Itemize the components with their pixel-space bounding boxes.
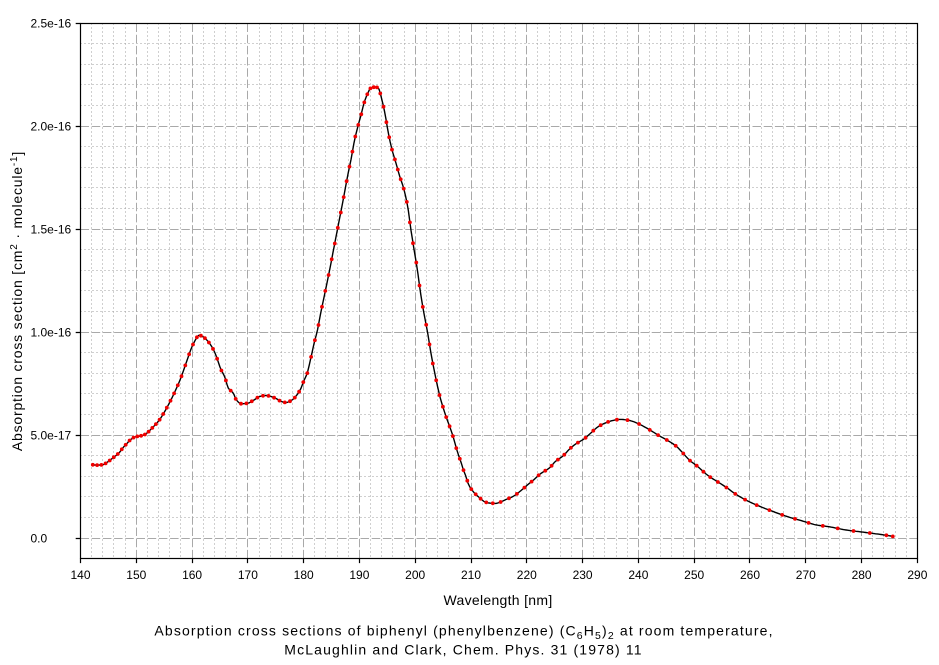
svg-text:230: 230 [573, 568, 593, 582]
svg-text:190: 190 [349, 568, 369, 582]
svg-text:220: 220 [517, 568, 537, 582]
svg-text:270: 270 [796, 568, 816, 582]
svg-text:290: 290 [907, 568, 927, 582]
svg-text:280: 280 [852, 568, 872, 582]
svg-text:210: 210 [461, 568, 481, 582]
svg-text:1.5e-16: 1.5e-16 [31, 222, 72, 236]
svg-text:170: 170 [238, 568, 258, 582]
svg-text:2.5e-16: 2.5e-16 [31, 17, 72, 31]
svg-text:260: 260 [740, 568, 760, 582]
svg-text:1.0e-16: 1.0e-16 [31, 325, 72, 339]
svg-text:200: 200 [405, 568, 425, 582]
svg-text:5.0e-17: 5.0e-17 [31, 428, 72, 442]
svg-text:0.0: 0.0 [31, 531, 48, 545]
svg-text:McLaughlin and Clark, Chem. Ph: McLaughlin and Clark, Chem. Phys. 31 (19… [284, 642, 642, 658]
svg-text:Wavelength [nm]: Wavelength [nm] [443, 592, 552, 608]
svg-text:180: 180 [294, 568, 314, 582]
svg-text:250: 250 [684, 568, 704, 582]
svg-text:240: 240 [628, 568, 648, 582]
svg-text:160: 160 [182, 568, 202, 582]
svg-text:Absorption cross section [cm2: Absorption cross section [cm2 · molecule… [9, 151, 25, 451]
svg-text:2.0e-16: 2.0e-16 [31, 120, 72, 134]
svg-text:Absorption cross sections of b: Absorption cross sections of biphenyl (p… [154, 623, 773, 643]
svg-text:140: 140 [70, 568, 90, 582]
svg-text:150: 150 [126, 568, 146, 582]
